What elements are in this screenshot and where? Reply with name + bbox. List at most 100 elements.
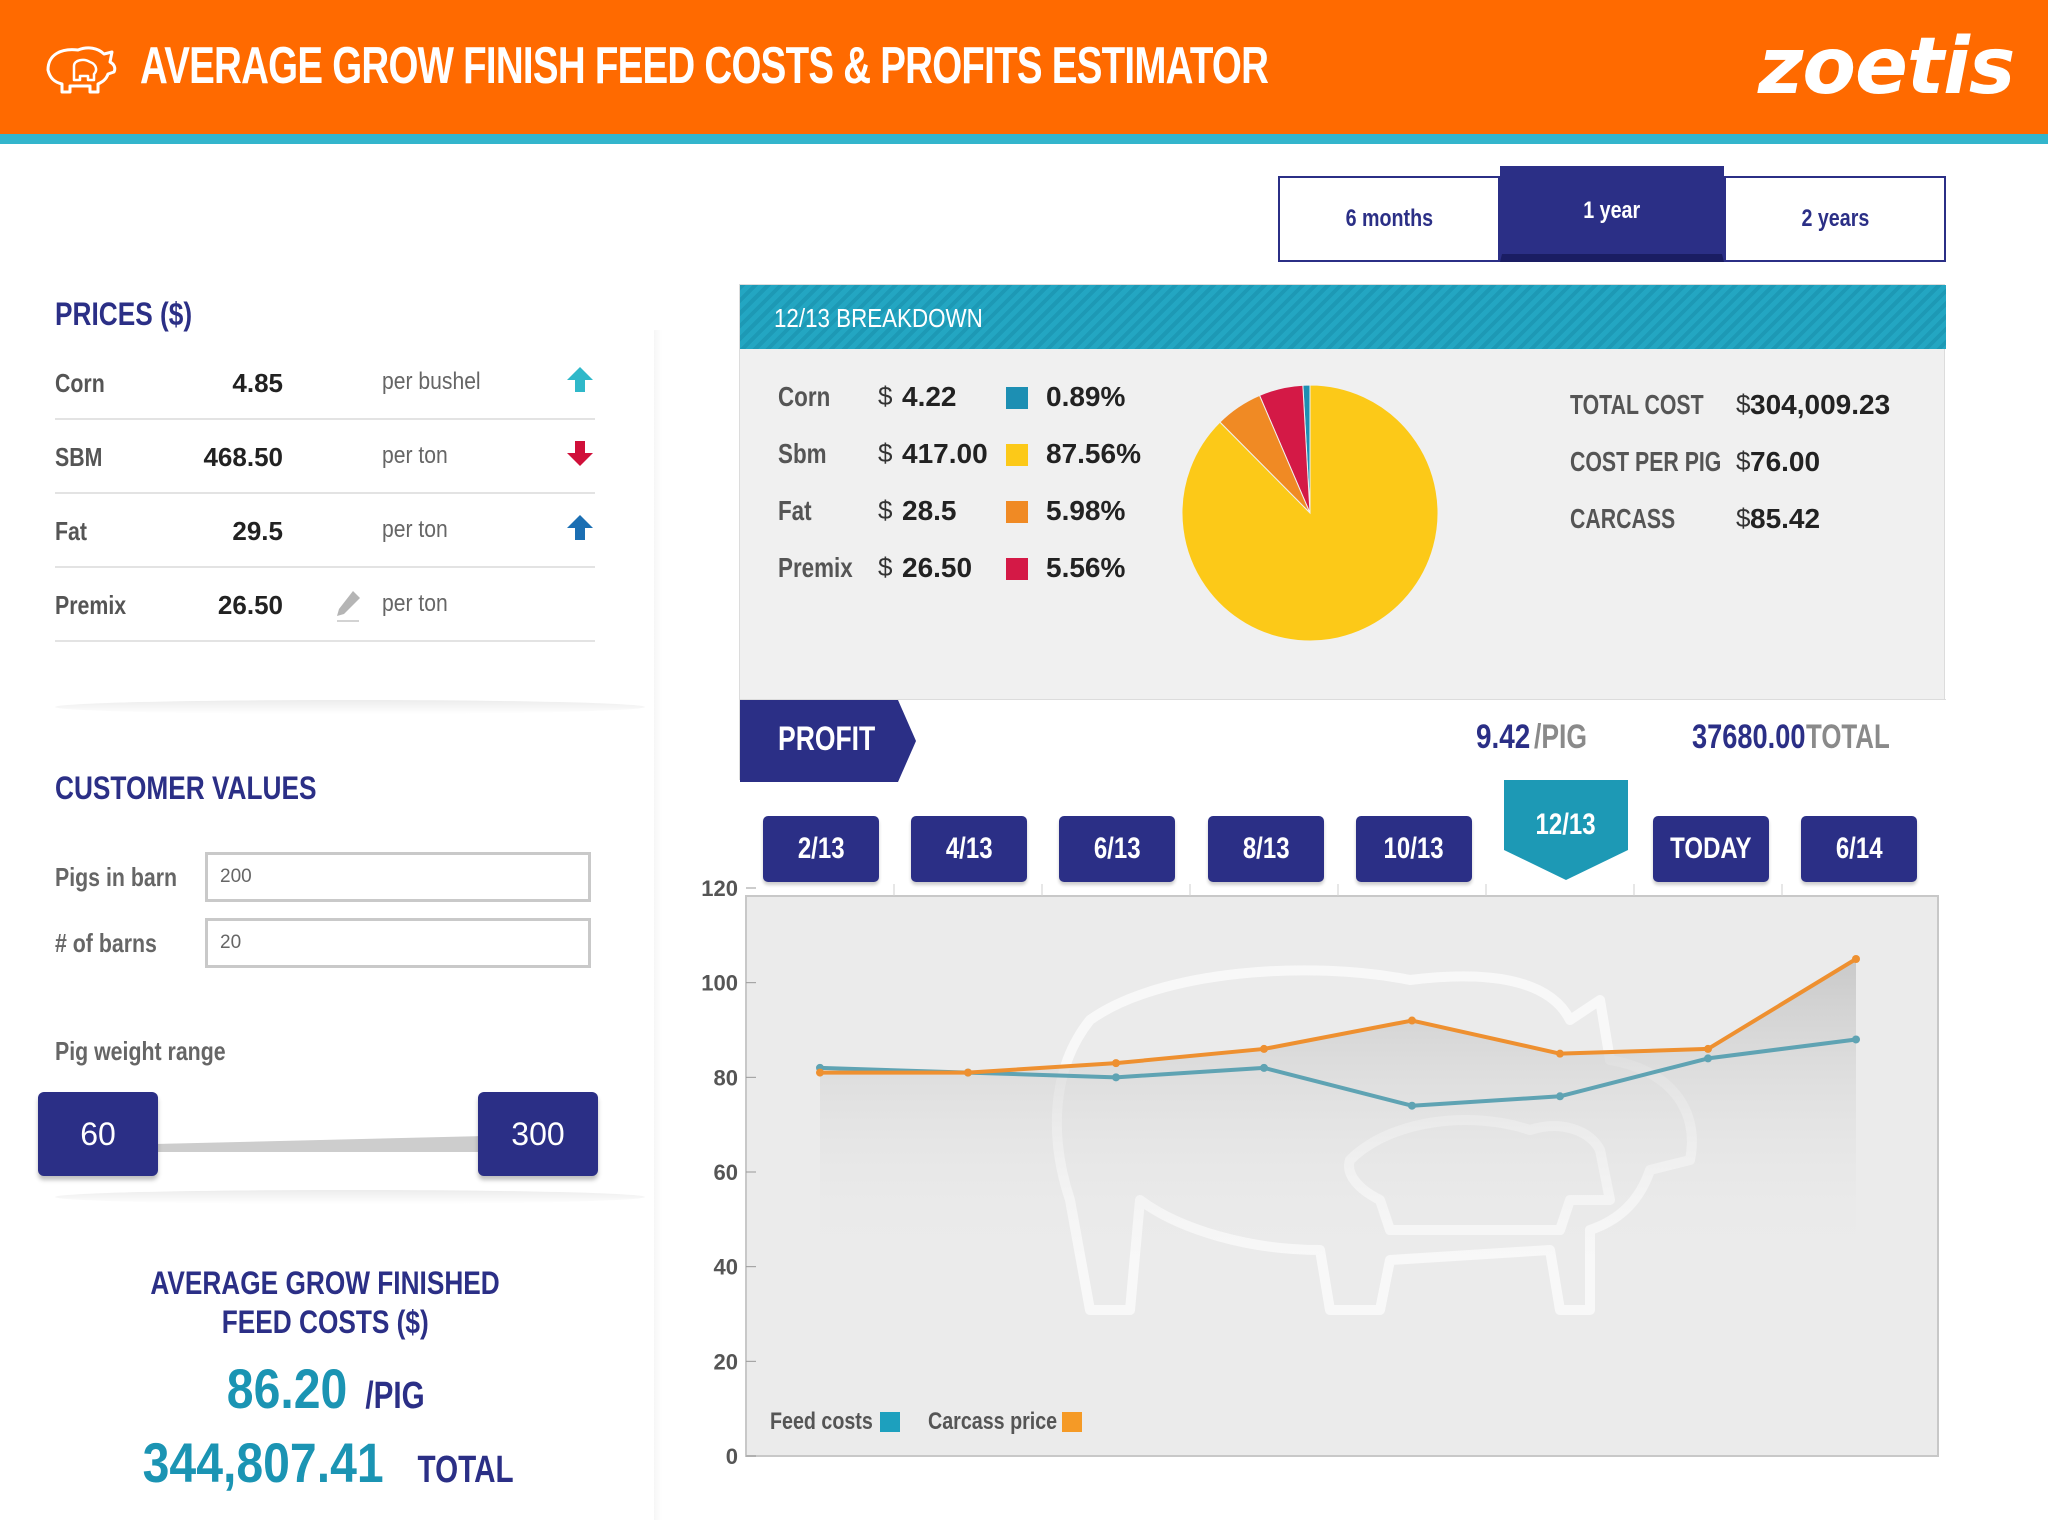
summary-carcass: CARCASS $ 85.42 (1570, 499, 1930, 539)
avg-total-suffix: TOTAL (417, 1449, 514, 1491)
chart-series (816, 955, 1860, 1110)
avg-per-pig-suffix: /PIG (365, 1375, 425, 1417)
section-divider (55, 1190, 645, 1204)
prices-title: PRICES ($) (55, 296, 193, 332)
timeline-today[interactable]: TODAY (1653, 816, 1769, 882)
currency-sign: $ (878, 438, 893, 468)
y-tick-label: 20 (714, 1349, 738, 1374)
breakdown-percent: 5.56% (1046, 552, 1126, 583)
price-row-premix: Premix 26.50 per ton (55, 568, 595, 642)
data-point (1112, 1059, 1120, 1068)
y-tick-label: 80 (714, 1065, 738, 1090)
breakdown-panel: 12/13 BREAKDOWN Corn $ 4.22 0.89% Sbm $ … (739, 284, 1946, 782)
currency-sign: $ (1736, 389, 1751, 419)
chart-x-axis (893, 884, 1783, 896)
avg-total-value: 344,807.41 (142, 1431, 384, 1494)
timeline-8-13[interactable]: 8/13 (1208, 816, 1324, 882)
breakdown-name: Premix (778, 552, 853, 583)
page-title: AVERAGE GROW FINISH FEED COSTS & PROFITS… (140, 37, 1269, 95)
breakdown-value: 26.50 (902, 552, 973, 583)
breakdown-name: Fat (778, 495, 812, 526)
price-row-corn: Corn 4.85 per bushel (55, 346, 595, 420)
timeline-12-13[interactable]: 12/13 (1504, 780, 1628, 880)
pigs-in-barn-label: Pigs in barn (55, 862, 178, 892)
timeline-6-14[interactable]: 6/14 (1801, 816, 1917, 882)
legend-feed-costs-swatch (880, 1412, 900, 1432)
avg-per-pig: 86.20/PIG (55, 1356, 595, 1421)
section-divider (55, 700, 645, 714)
summary-cost-per-pig: COST PER PIG $ 76.00 (1570, 442, 1930, 482)
tab-6-months[interactable]: 6 months (1278, 176, 1500, 262)
series-line-carcass-price (820, 957, 1858, 1075)
legend-feed-costs-label: Feed costs (770, 1408, 873, 1435)
y-tick-label: 60 (714, 1160, 738, 1185)
timeline-active-marker (1504, 780, 1628, 880)
breakdown-value: 28.5 (902, 495, 957, 526)
price-name: Corn (55, 368, 105, 398)
barns-label: # of barns (55, 928, 157, 958)
pigs-in-barn-input[interactable] (205, 852, 591, 902)
price-unit: per bushel (382, 368, 481, 395)
data-point (964, 1068, 972, 1077)
price-unit: per ton (382, 516, 448, 543)
chart-area-fill (820, 959, 1856, 1267)
weight-range-track[interactable] (155, 1132, 485, 1154)
avg-feed-costs-title: AVERAGE GROW FINISHED FEED COSTS ($) (150, 1265, 500, 1340)
price-unit: per ton (382, 590, 448, 617)
price-value[interactable]: 26.50 (217, 590, 283, 620)
currency-sign: $ (878, 552, 893, 582)
pig-weight-range-label: Pig weight range (55, 1036, 226, 1066)
price-name: SBM (55, 442, 103, 472)
panel-separator (654, 330, 662, 1520)
timeline-2-13[interactable]: 2/13 (763, 816, 879, 882)
pie-slice-sbm (1181, 384, 1439, 642)
breakdown-row-fat: Fat $ 28.5 5.98% (778, 491, 1158, 531)
profit-per-pig: 9.42/PIG (1476, 718, 1588, 756)
y-tick-label: 120 (701, 876, 738, 901)
breakdown-percent: 5.98% (1046, 495, 1126, 526)
series-area (820, 959, 1856, 1267)
arrow-up-icon (567, 515, 593, 540)
avg-per-pig-value: 86.20 (226, 1357, 348, 1420)
price-value[interactable]: 29.5 (232, 516, 283, 546)
summary-value: 76.00 (1750, 446, 1821, 477)
pencil-icon[interactable] (333, 588, 363, 624)
arrow-up-icon (567, 367, 593, 392)
app-header: AVERAGE GROW FINISH FEED COSTS & PROFITS… (0, 0, 2048, 136)
timeline-6-13[interactable]: 6/13 (1059, 816, 1175, 882)
data-point (1704, 1054, 1712, 1063)
summary-value: 85.42 (1750, 503, 1821, 534)
tab-2-years[interactable]: 2 years (1724, 176, 1946, 262)
zoetis-logo: zoetis (1758, 22, 2015, 112)
data-point (1852, 1035, 1860, 1044)
weight-max-handle[interactable]: 300 (478, 1092, 598, 1176)
barns-input[interactable] (205, 918, 591, 968)
data-point (1260, 1044, 1268, 1053)
legend-carcass-price-label: Carcass price (928, 1408, 1058, 1435)
timeline-10-13[interactable]: 10/13 (1356, 816, 1472, 882)
breakdown-value: 4.22 (902, 381, 957, 412)
breakdown-percent: 0.89% (1046, 381, 1126, 412)
pig-icon (46, 46, 117, 94)
breakdown-row-sbm: Sbm $ 417.00 87.56% (778, 434, 1158, 474)
price-value[interactable]: 468.50 (203, 442, 283, 472)
cost-pie-chart (1181, 384, 1439, 642)
price-row-fat: Fat 29.5 per ton (55, 494, 595, 568)
tab-1-year[interactable]: 1 year (1500, 166, 1724, 262)
header-stripe (0, 134, 2048, 144)
timeline-4-13[interactable]: 4/13 (911, 816, 1027, 882)
data-point (1408, 1016, 1416, 1025)
legend-swatch (1006, 387, 1028, 409)
breakdown-row-premix: Premix $ 26.50 5.56% (778, 548, 1158, 588)
weight-min-handle[interactable]: 60 (38, 1092, 158, 1176)
breakdown-percent: 87.56% (1046, 438, 1141, 469)
price-unit: per ton (382, 442, 448, 469)
price-value[interactable]: 4.85 (232, 368, 283, 398)
customer-values-title: CUSTOMER VALUES (55, 770, 317, 806)
legend-swatch (1006, 501, 1028, 523)
summary-label: CARCASS (1570, 503, 1676, 534)
data-point (1556, 1092, 1564, 1101)
data-point (1408, 1101, 1416, 1110)
arrow-down-icon (567, 441, 593, 466)
summary-label: TOTAL COST (1570, 389, 1704, 420)
